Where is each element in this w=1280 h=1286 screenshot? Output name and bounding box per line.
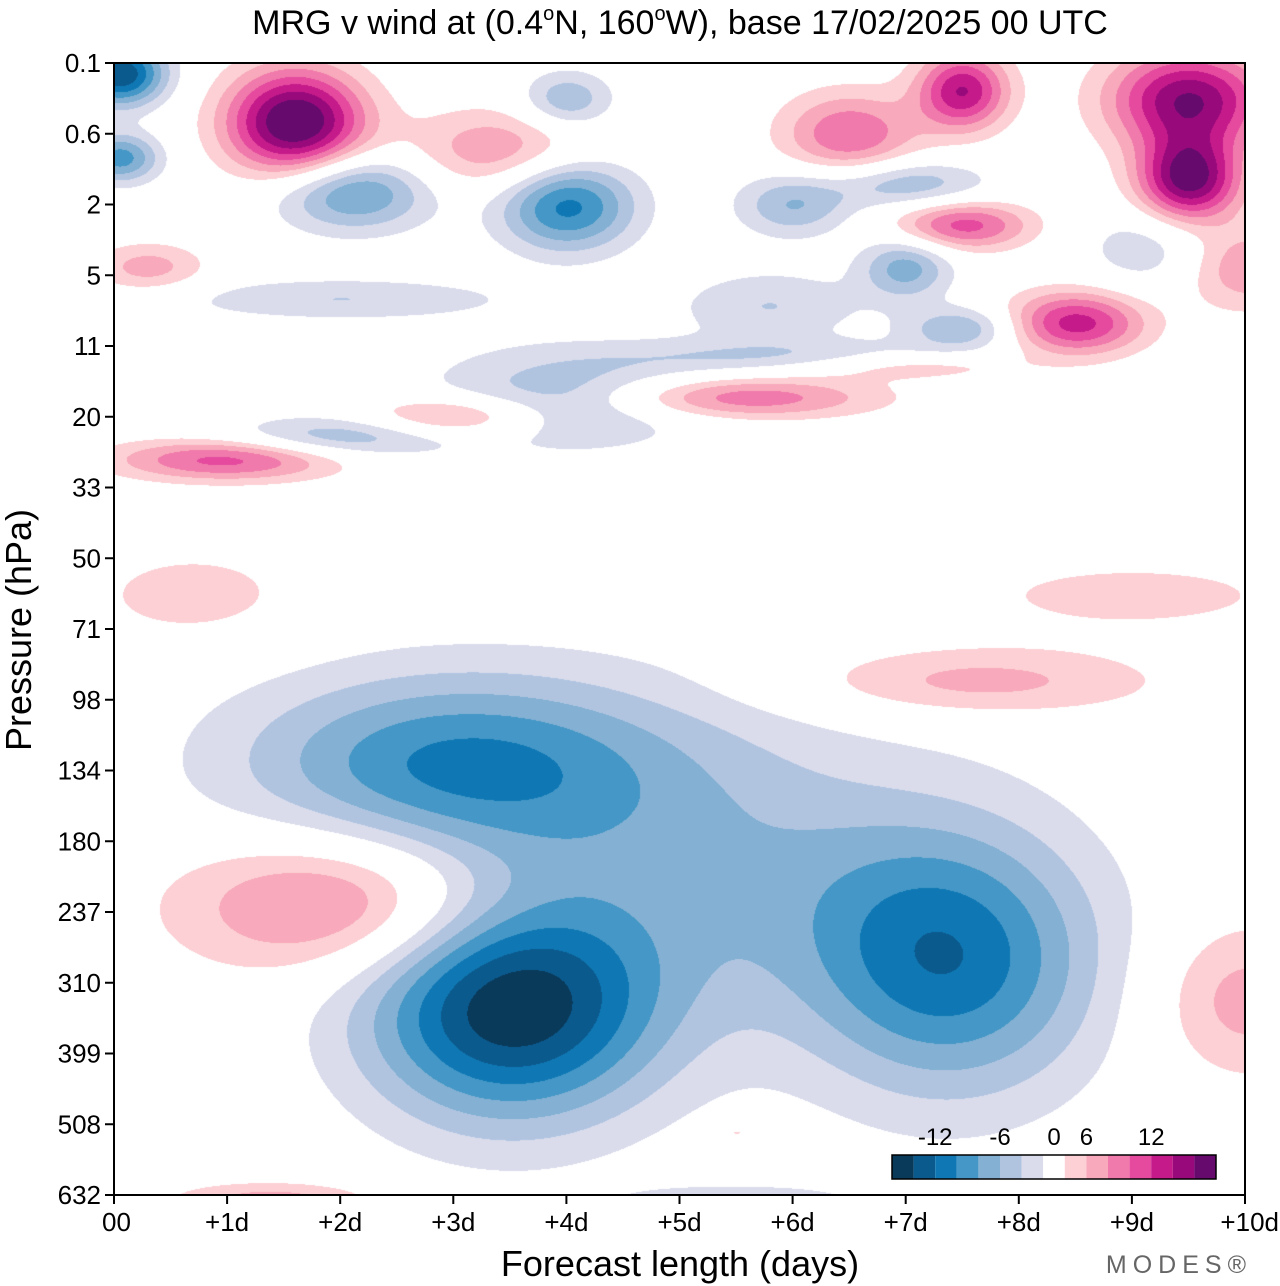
colorbar-cell: [913, 1155, 936, 1179]
colorbar-cell: [892, 1155, 914, 1179]
contour-field: [114, 63, 1245, 1195]
x-tick-label: 00: [102, 1207, 131, 1237]
y-tick-label: 310: [58, 968, 101, 998]
x-tick-label: +6d: [771, 1207, 815, 1237]
colorbar-cell: [956, 1155, 979, 1179]
modes-watermark: MODES®: [1106, 1251, 1252, 1279]
x-tick-label: +7d: [884, 1207, 928, 1237]
x-tick-label: +3d: [431, 1207, 475, 1237]
x-tick-label: +8d: [997, 1207, 1041, 1237]
colorbar-tick-label: 6: [1080, 1124, 1093, 1151]
x-tick-label: +1d: [205, 1207, 249, 1237]
y-tick-label: 632: [58, 1180, 101, 1210]
colorbar-cell: [1129, 1155, 1152, 1179]
y-tick-label: 33: [72, 473, 101, 503]
y-tick-label: 5: [87, 260, 101, 290]
colorbar-cell: [1172, 1155, 1195, 1179]
y-tick-label: 50: [72, 543, 101, 573]
y-tick-label: 180: [58, 826, 101, 856]
y-tick-label: 71: [72, 614, 101, 644]
y-tick-label: 98: [72, 685, 101, 715]
colorbar-cell: [1086, 1155, 1108, 1179]
colorbar-cell: [1000, 1155, 1022, 1179]
colorbar-cell: [1108, 1155, 1130, 1179]
y-tick-label: 0.6: [65, 119, 101, 149]
x-axis: 00 +1d +2d +3d +4d +5d +6d +7d +8d +9d +10d: [102, 1195, 1279, 1237]
colorbar-cell: [1151, 1155, 1173, 1179]
colorbar-tick-label: -12: [918, 1124, 953, 1151]
colorbar-tick-label: -6: [989, 1124, 1010, 1151]
colorbar-cell: [978, 1155, 1000, 1179]
x-tick-label: +2d: [318, 1207, 362, 1237]
colorbar-tick-label: 12: [1138, 1124, 1165, 1151]
colorbar-cell: [1043, 1155, 1065, 1179]
y-tick-label: 2: [87, 190, 101, 220]
colorbar-cell: [1021, 1155, 1044, 1179]
y-tick-label: 20: [72, 402, 101, 432]
contour-image: [114, 63, 1245, 1195]
y-tick-label: 508: [58, 1109, 101, 1139]
colorbar-legend: -12 -6 0 6 12: [891, 1124, 1217, 1180]
colorbar-border: [891, 1154, 1217, 1180]
x-tick-label: +5d: [657, 1207, 701, 1237]
y-tick-label: 237: [58, 897, 101, 927]
y-axis-label: Pressure (hPa): [0, 509, 39, 751]
colorbar-cell: [935, 1155, 957, 1179]
y-tick-label: 0.1: [65, 48, 101, 78]
y-tick-label: 134: [58, 756, 101, 786]
y-tick-label: 11: [74, 331, 101, 361]
colorbar-cell: [1194, 1155, 1216, 1179]
colorbar-tick-label: 0: [1047, 1124, 1060, 1151]
colorbar-cell: [1064, 1155, 1087, 1179]
x-axis-label: Forecast length (days): [501, 1243, 859, 1284]
y-tick-label: 399: [58, 1039, 101, 1069]
y-axis: 0.1 0.6 2 5 11 20 33 50 71 98 134 180 237 310 399 508 63…: [58, 48, 114, 1210]
chart-title: MRG v wind at (0.4oN, 160oW), base 17/02…: [252, 3, 1108, 42]
x-tick-label: +10d: [1220, 1207, 1279, 1237]
x-tick-label: +9d: [1110, 1207, 1154, 1237]
x-tick-label: +4d: [544, 1207, 588, 1237]
